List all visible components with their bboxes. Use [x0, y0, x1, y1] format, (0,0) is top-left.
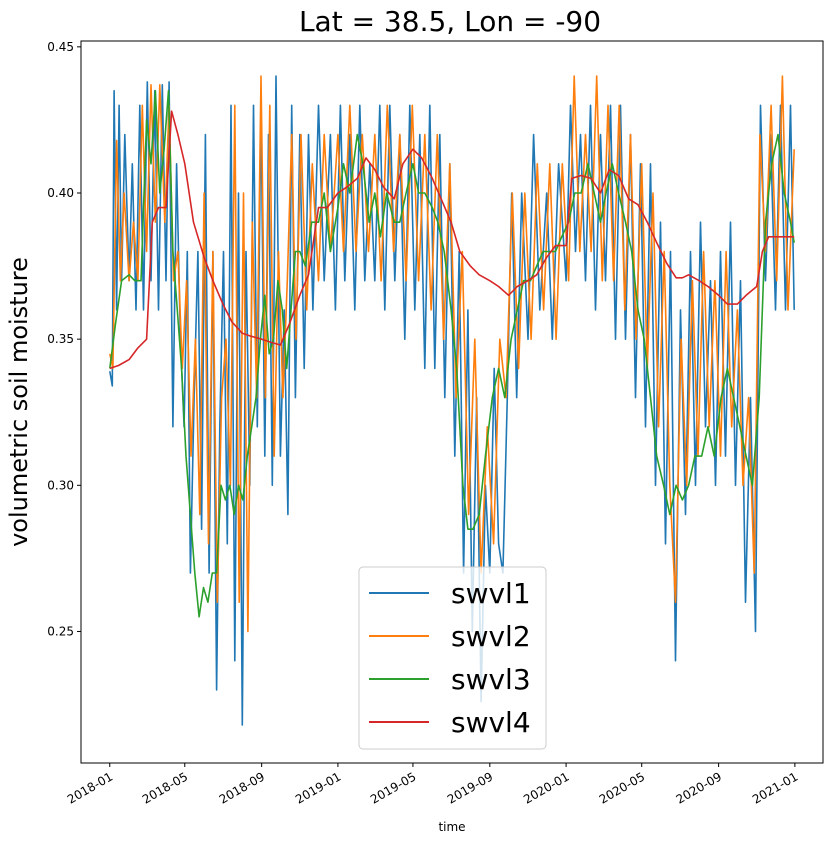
y-tick-label: 0.40 [47, 186, 74, 200]
y-tick-label: 0.30 [47, 478, 74, 492]
y-tick-label: 0.35 [47, 332, 74, 346]
series-line-swvl2 [109, 75, 795, 633]
legend-label-swvl4: swvl4 [451, 706, 531, 739]
series-line-swvl3 [109, 89, 795, 618]
plot-area [109, 75, 795, 726]
legend-box [358, 566, 547, 750]
y-tick-label: 0.45 [47, 40, 74, 54]
y-axis-label: volumetric soil moisture [5, 257, 33, 547]
legend-label-swvl1: swvl1 [451, 577, 531, 610]
legend: swvl1 swvl2 swvl3 swvl4 [358, 566, 547, 750]
x-axis-label: time [438, 820, 465, 834]
y-tick-label: 0.25 [47, 624, 74, 638]
chart-title: Lat = 38.5, Lon = -90 [299, 5, 601, 38]
y-axis: 0.25 0.30 0.35 0.40 0.45 [47, 40, 81, 638]
plot-frame [80, 40, 824, 764]
legend-label-swvl2: swvl2 [451, 620, 531, 653]
legend-label-swvl3: swvl3 [451, 663, 531, 696]
series-line-swvl4 [109, 110, 795, 370]
